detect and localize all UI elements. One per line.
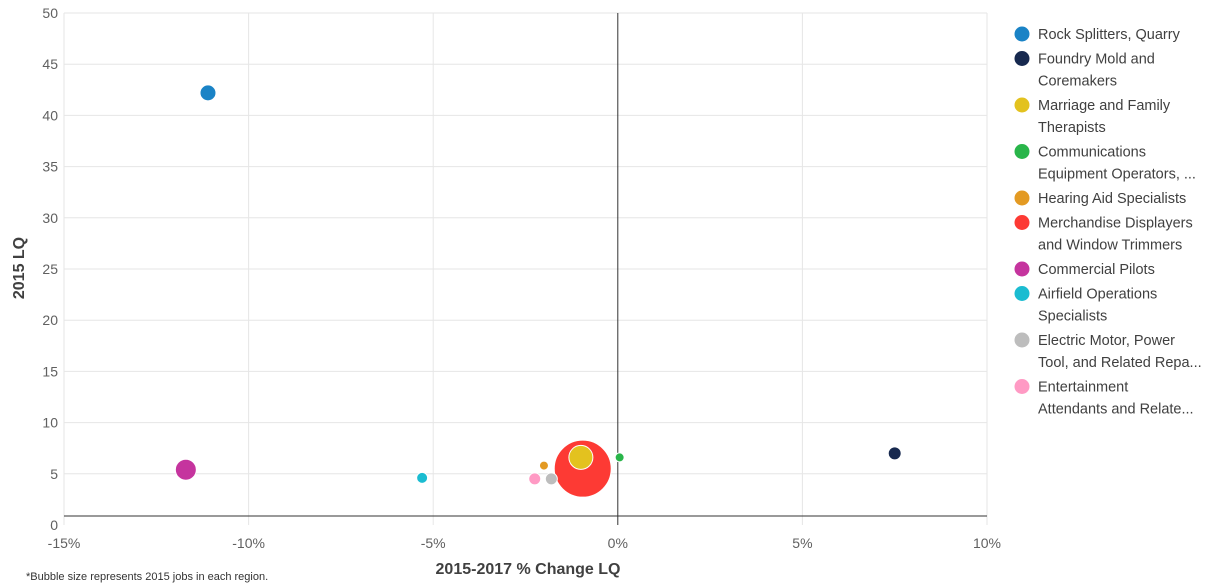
legend-label: and Window Trimmers — [1038, 238, 1182, 254]
legend-label: Equipment Operators, ... — [1038, 167, 1196, 183]
y-tick-label: 40 — [42, 107, 58, 123]
legend-label: Foundry Mold and — [1038, 52, 1155, 68]
bubble-foundry-mold-and-coremakers[interactable] — [887, 446, 902, 461]
bubbles — [174, 84, 902, 498]
legend-label: Specialists — [1038, 309, 1107, 325]
x-tick-label: 0% — [608, 535, 628, 551]
legend-label: Coremakers — [1038, 74, 1117, 90]
legend-marker — [1014, 97, 1030, 113]
legend[interactable]: Rock Splitters, Quarry Foundry Mold and Co… — [1014, 26, 1202, 418]
legend-item[interactable]: Airfield Operations Specialists — [1014, 286, 1158, 325]
legend-item[interactable]: Hearing Aid Specialists — [1014, 190, 1187, 208]
y-tick-label: 25 — [42, 261, 58, 277]
legend-marker — [1014, 261, 1030, 277]
legend-label: Hearing Aid Specialists — [1038, 191, 1186, 207]
x-axis-title: 2015-2017 % Change LQ — [436, 561, 621, 578]
x-tick-label: -15% — [48, 535, 81, 551]
x-tick-label: 5% — [792, 535, 812, 551]
legend-item[interactable]: Rock Splitters, Quarry — [1014, 26, 1181, 44]
x-axis-ticks: -15% -10% -5% 0% 5% 10% — [48, 535, 1001, 551]
legend-label: Commercial Pilots — [1038, 262, 1155, 278]
y-tick-label: 0 — [50, 517, 58, 533]
axes — [64, 13, 987, 525]
legend-marker — [1014, 26, 1030, 42]
legend-marker — [1014, 215, 1030, 230]
legend-label: Entertainment — [1038, 380, 1128, 396]
legend-marker — [1014, 286, 1030, 301]
legend-marker — [1014, 332, 1030, 348]
legend-label: Rock Splitters, Quarry — [1038, 27, 1181, 43]
grid-lines — [63, 12, 988, 525]
y-tick-label: 5 — [50, 466, 58, 482]
bubble-entertainment-attendants-and-relate[interactable] — [528, 472, 542, 486]
legend-item[interactable]: Electric Motor, Power Tool, and Related R… — [1014, 332, 1202, 372]
y-axis-title: 2015 LQ — [11, 237, 28, 299]
y-axis-ticks: 0 5 10 15 20 25 30 35 40 45 50 — [42, 5, 58, 533]
legend-item[interactable]: Merchandise Displayers and Window Trimmer… — [1014, 215, 1193, 254]
bubble-electric-motor-power-tool-and-related-repa[interactable] — [544, 472, 558, 486]
bubble-hearing-aid-specialists[interactable] — [538, 460, 549, 471]
legend-label: Attendants and Relate... — [1038, 402, 1194, 418]
legend-marker — [1014, 190, 1030, 206]
bubble-commercial-pilots[interactable] — [174, 458, 197, 481]
legend-label: Tool, and Related Repa... — [1038, 355, 1202, 371]
legend-item[interactable]: Marriage and Family Therapists — [1014, 97, 1171, 137]
y-tick-label: 45 — [42, 56, 58, 72]
x-tick-label: 10% — [973, 535, 1001, 551]
y-tick-label: 35 — [42, 159, 58, 175]
y-tick-label: 20 — [42, 312, 58, 328]
y-tick-label: 15 — [42, 363, 58, 379]
bubble-communications-equipment-operators[interactable] — [614, 452, 625, 463]
legend-item[interactable]: Foundry Mold and Coremakers — [1014, 51, 1155, 90]
legend-item[interactable]: Communications Equipment Operators, ... — [1014, 144, 1196, 183]
legend-label: Therapists — [1038, 120, 1106, 136]
legend-marker — [1014, 379, 1030, 394]
legend-label: Communications — [1038, 145, 1146, 161]
x-tick-label: -5% — [421, 535, 446, 551]
bubble-airfield-operations-specialists[interactable] — [416, 471, 429, 484]
legend-marker — [1014, 144, 1030, 159]
x-tick-label: -10% — [232, 535, 265, 551]
legend-label: Airfield Operations — [1038, 287, 1157, 303]
legend-item[interactable]: Commercial Pilots — [1014, 261, 1155, 279]
legend-marker — [1014, 51, 1030, 66]
y-tick-label: 10 — [42, 415, 58, 431]
legend-label: Marriage and Family — [1038, 98, 1171, 114]
bubble-rock-splitters-quarry[interactable] — [199, 84, 217, 102]
legend-label: Merchandise Displayers — [1038, 216, 1193, 232]
y-tick-label: 50 — [42, 5, 58, 21]
legend-label: Electric Motor, Power — [1038, 333, 1175, 349]
footnote: *Bubble size represents 2015 jobs in eac… — [26, 571, 268, 583]
legend-item[interactable]: Entertainment Attendants and Relate... — [1014, 379, 1194, 418]
bubble-marriage-and-family-therapists[interactable] — [568, 444, 594, 470]
y-tick-label: 30 — [42, 210, 58, 226]
